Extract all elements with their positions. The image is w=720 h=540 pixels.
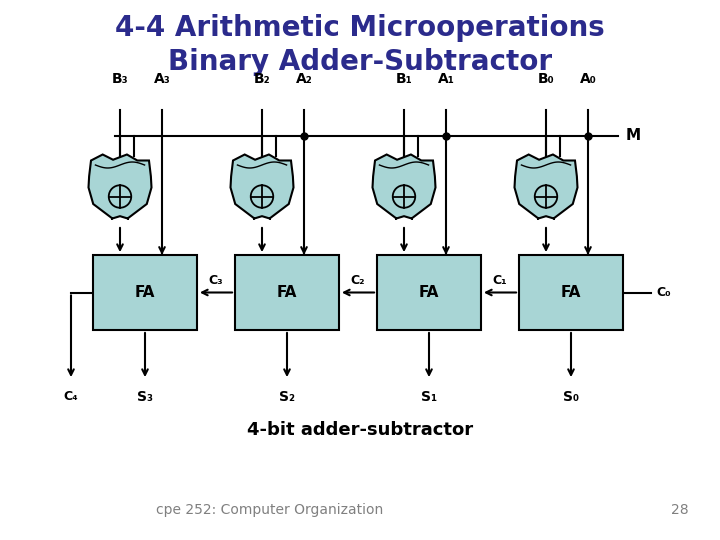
Polygon shape [372, 154, 436, 219]
Polygon shape [230, 154, 294, 219]
Text: A₀: A₀ [580, 72, 596, 86]
Text: 28: 28 [671, 503, 689, 517]
Bar [519, 255, 623, 330]
Text: 4-bit adder-subtractor: 4-bit adder-subtractor [247, 421, 473, 439]
Text: 4-4 Arithmetic Microoperations: 4-4 Arithmetic Microoperations [115, 14, 605, 42]
Text: FA: FA [276, 285, 297, 300]
Text: FA: FA [135, 285, 156, 300]
Text: S₂: S₂ [279, 390, 295, 404]
Text: C₄: C₄ [63, 390, 78, 403]
Text: M: M [626, 129, 641, 144]
Text: FA: FA [561, 285, 581, 300]
Polygon shape [89, 154, 151, 219]
Text: C₂: C₂ [351, 273, 365, 287]
Polygon shape [515, 154, 577, 219]
Text: B₀: B₀ [538, 72, 554, 86]
Text: A₃: A₃ [153, 72, 171, 86]
Text: C₃: C₃ [209, 273, 223, 287]
Text: S₁: S₁ [421, 390, 437, 404]
Text: B₃: B₃ [112, 72, 128, 86]
Bar [93, 255, 197, 330]
Text: B₁: B₁ [395, 72, 413, 86]
Text: Binary Adder-Subtractor: Binary Adder-Subtractor [168, 48, 552, 76]
Bar [235, 255, 339, 330]
Text: FA: FA [419, 285, 439, 300]
Text: A₁: A₁ [438, 72, 454, 86]
Text: C₁: C₁ [492, 273, 508, 287]
Text: A₂: A₂ [296, 72, 312, 86]
Text: B₂: B₂ [253, 72, 270, 86]
Text: cpe 252: Computer Organization: cpe 252: Computer Organization [156, 503, 384, 517]
Text: C₀: C₀ [656, 286, 670, 299]
Text: S₀: S₀ [563, 390, 579, 404]
Text: S₃: S₃ [137, 390, 153, 404]
Bar [377, 255, 481, 330]
